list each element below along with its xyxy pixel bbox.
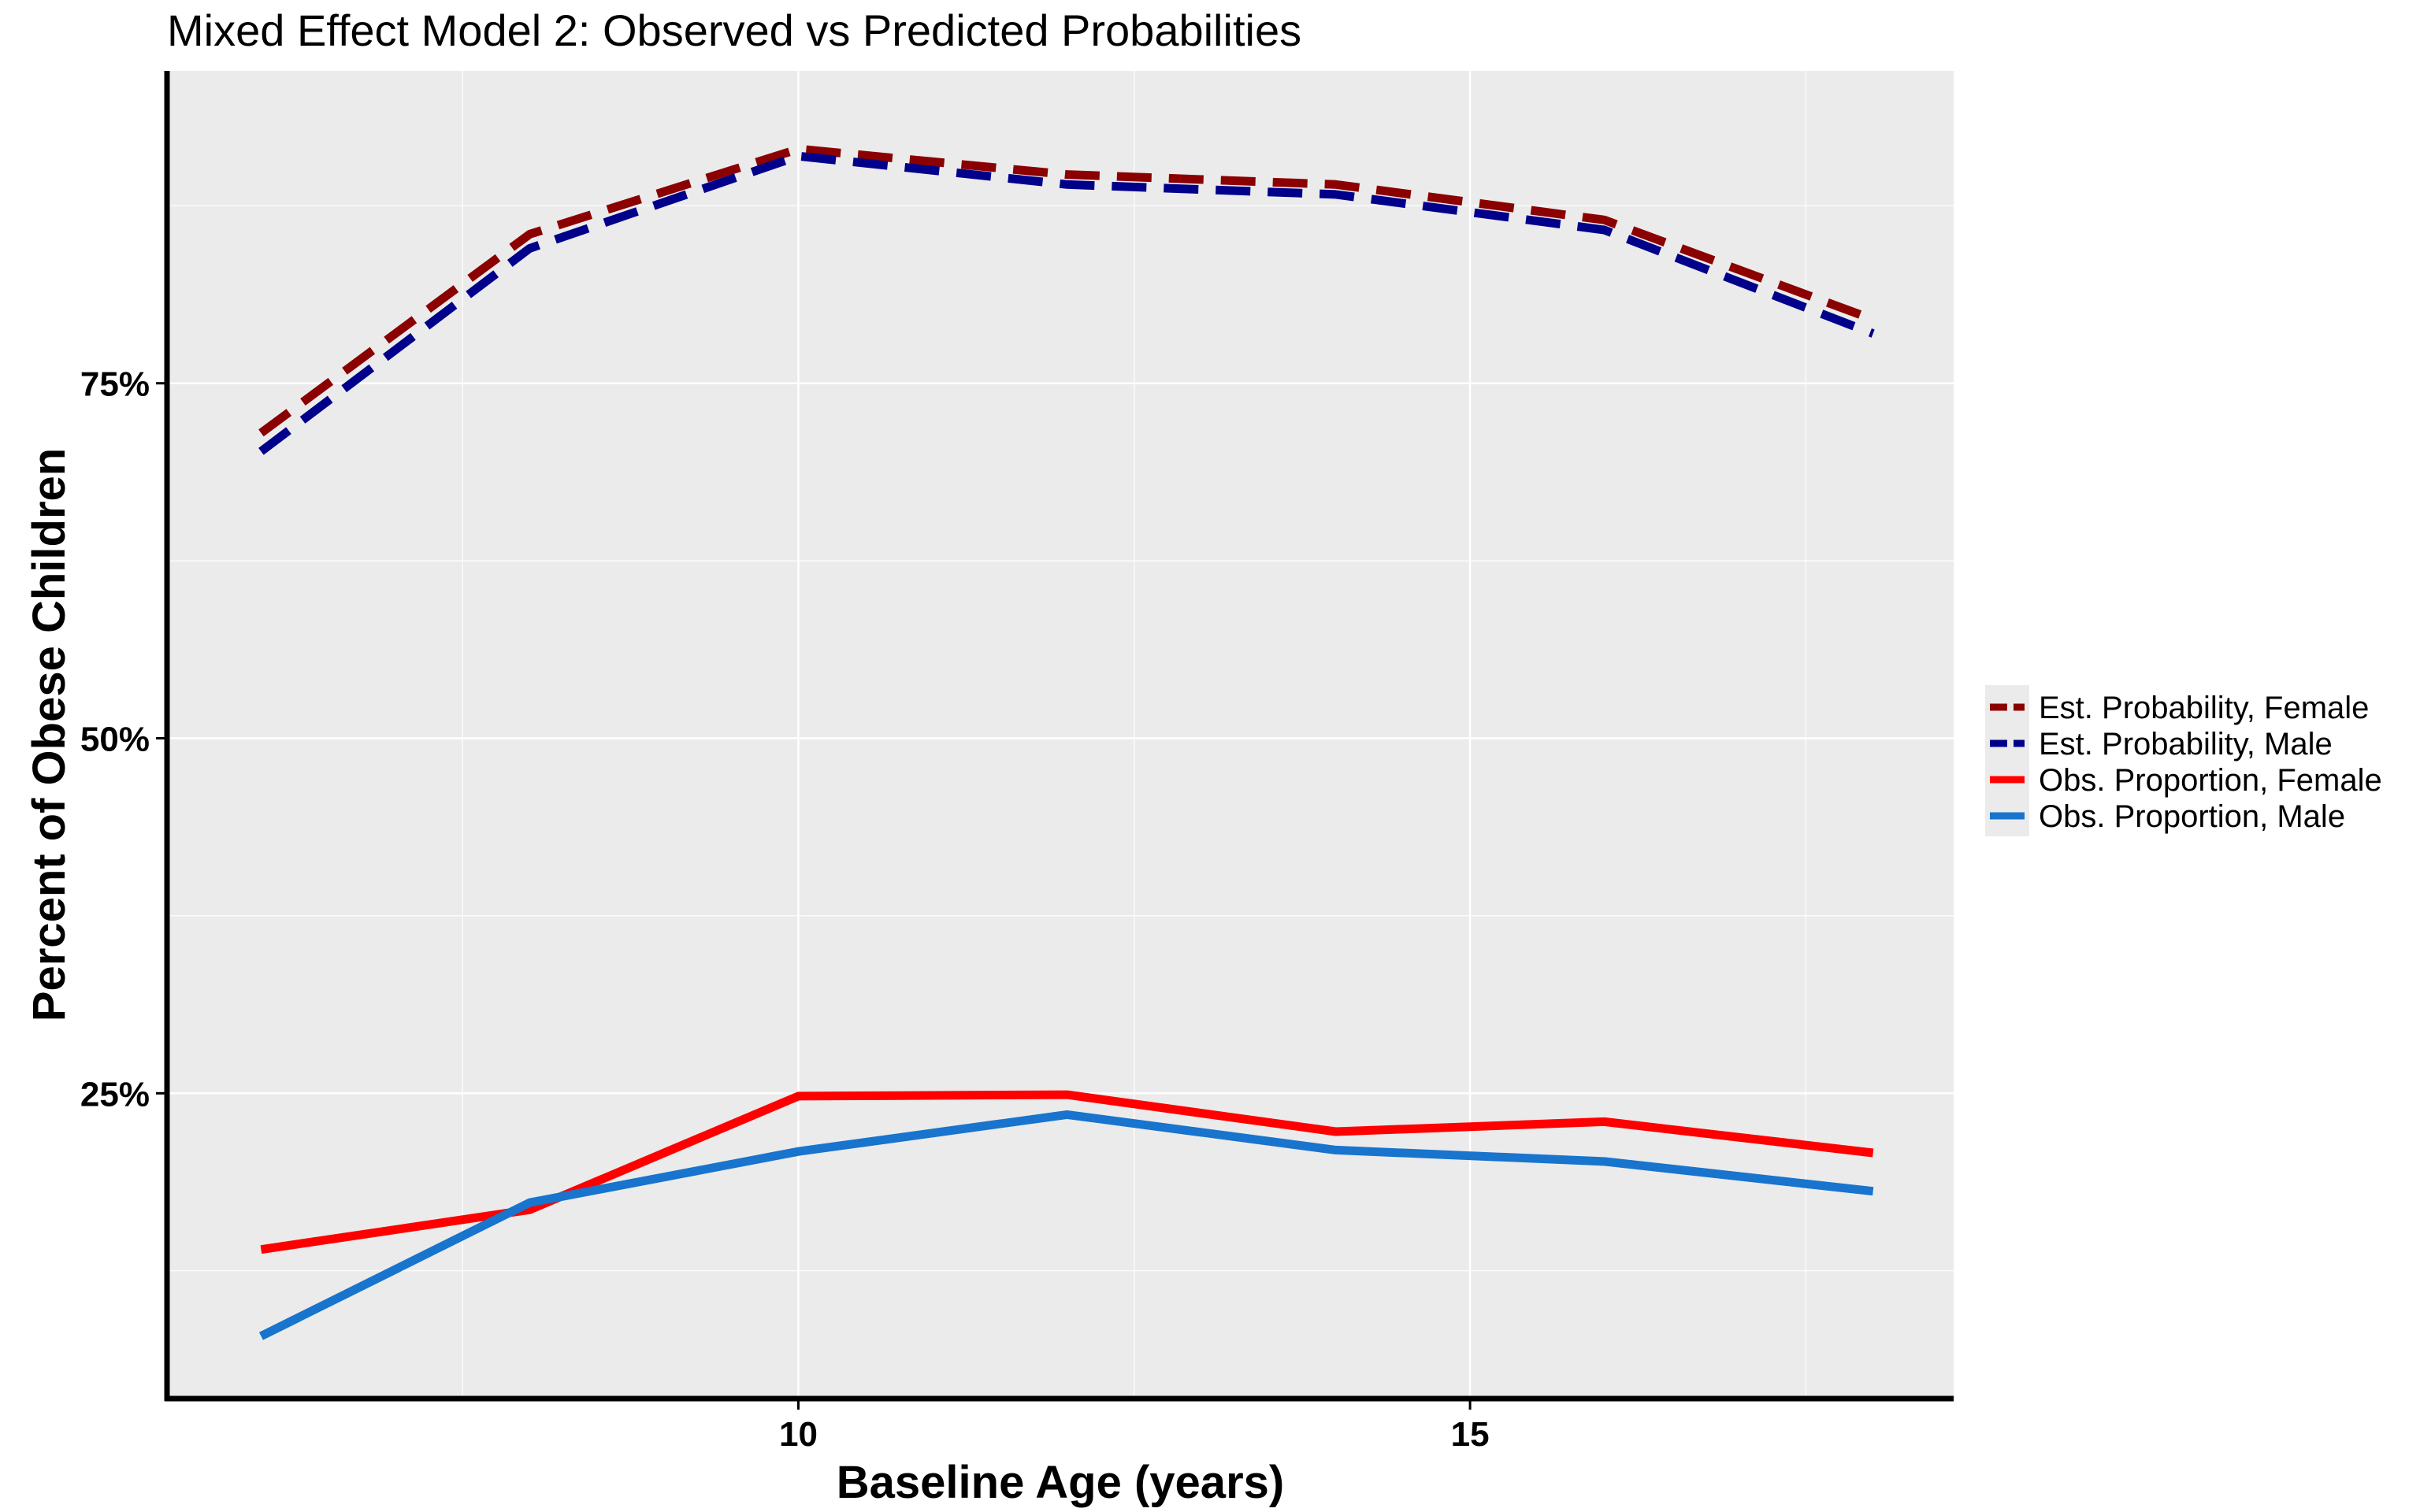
grid-lines: [167, 71, 1954, 1399]
y-axis-title: Percent of Obese Children: [24, 448, 75, 1021]
plot-panel: [167, 71, 1954, 1399]
legend-label-2: Est. Probability, Male: [2039, 727, 2333, 762]
series-line-4: [258, 1110, 1874, 1340]
series-line-2: [258, 151, 1875, 455]
x-axis-title: Baseline Age (years): [837, 1457, 1284, 1508]
y-tick-label: 25%: [80, 1075, 150, 1114]
chart-title: Mixed Effect Model 2: Observed vs Predic…: [167, 6, 1301, 55]
series-lines: [258, 144, 1875, 1340]
y-tick-label: 50%: [80, 721, 150, 759]
series-line-3: [260, 1090, 1874, 1254]
series-line-1: [258, 144, 1875, 437]
axes: [156, 71, 1954, 1410]
legend-label-3: Obs. Proportion, Female: [2039, 763, 2382, 798]
legend-label-1: Est. Probability, Female: [2039, 691, 2369, 725]
x-tick-label: 15: [1451, 1415, 1490, 1454]
x-tick-label: 10: [779, 1415, 818, 1454]
y-tick-label: 75%: [80, 365, 150, 404]
tick-labels: 25% 50% 75% 10 15: [80, 365, 1490, 1454]
legend-label-4: Obs. Proportion, Male: [2039, 799, 2345, 834]
